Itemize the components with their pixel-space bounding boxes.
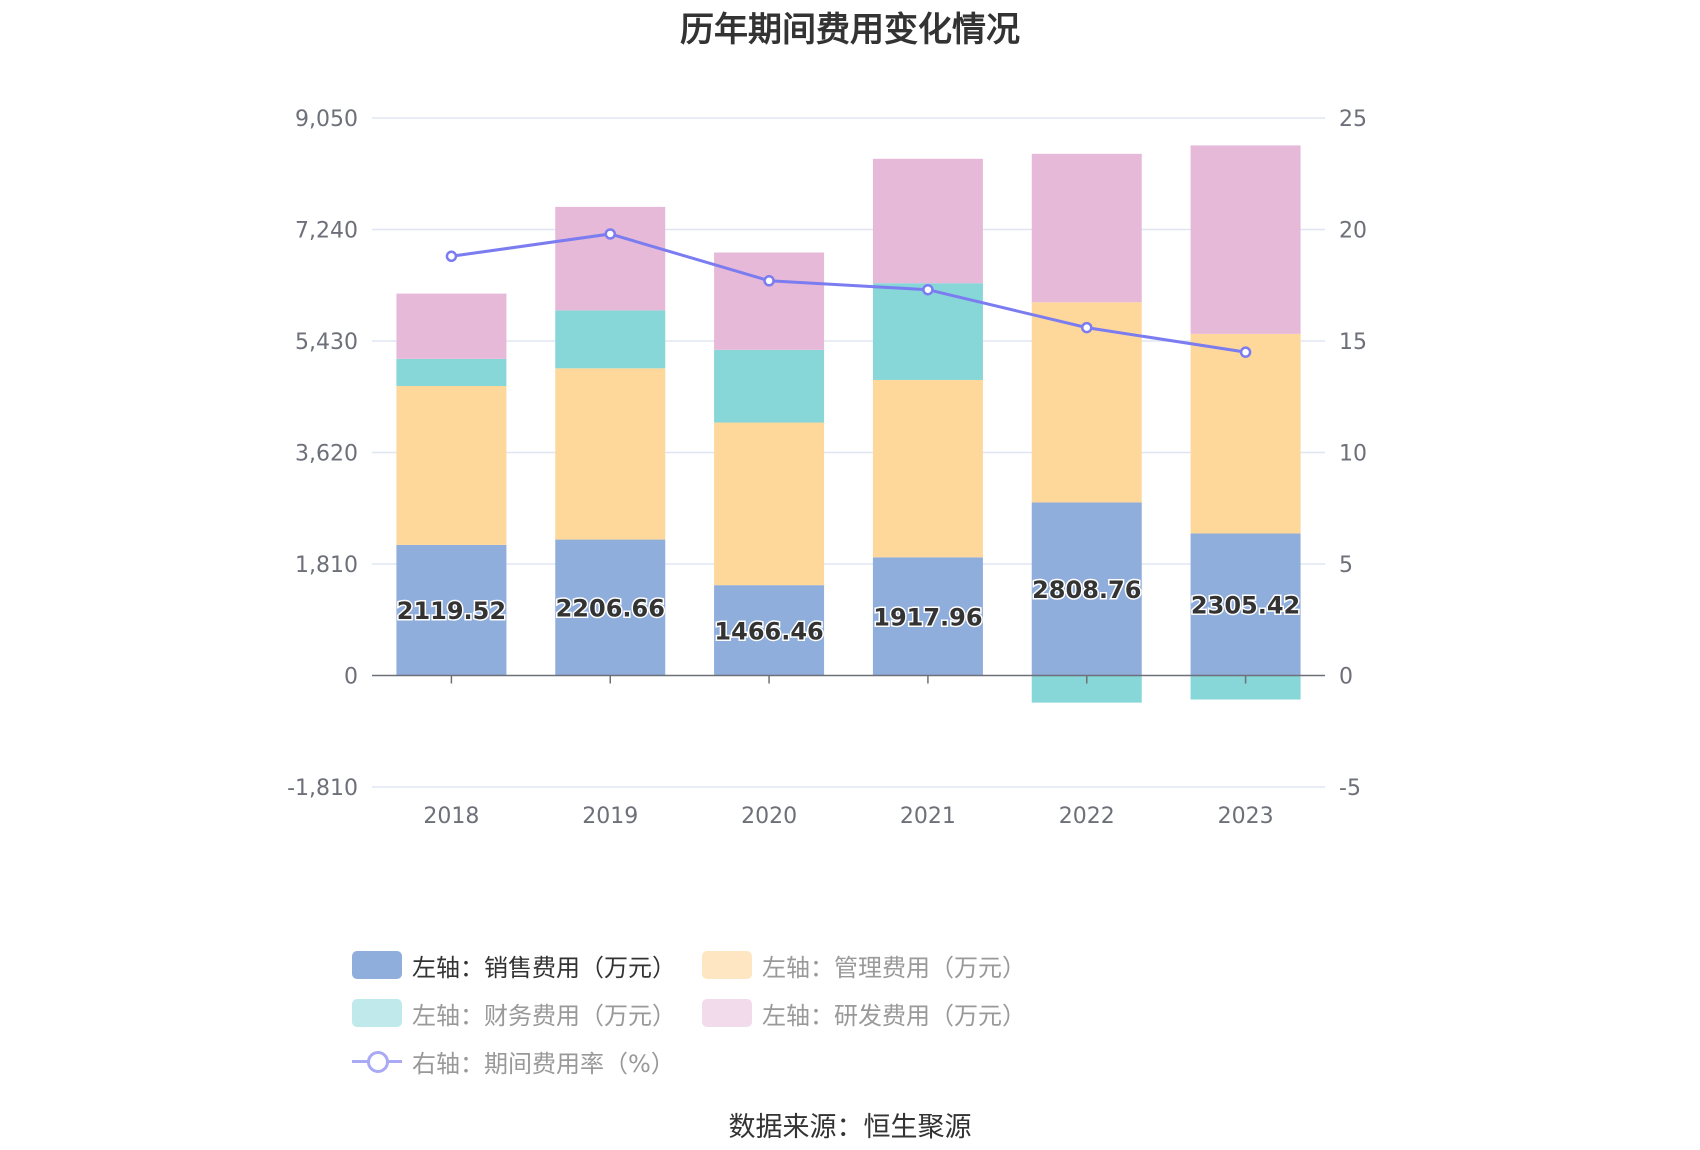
rate-point [604, 228, 616, 240]
y-right-tick-label: 25 [1339, 107, 1367, 132]
bar-value-label: 2808.76 [1032, 576, 1141, 604]
legend-label: 左轴：财务费用（万元） [412, 1001, 676, 1030]
bar-segment [555, 310, 666, 369]
bar-segment [396, 358, 507, 386]
legend-label: 左轴：管理费用（万元） [762, 953, 1026, 982]
bar-segment [714, 422, 825, 586]
bar-segment [396, 385, 507, 545]
x-tick-label: 2020 [741, 804, 797, 829]
bar-segment [1190, 333, 1301, 534]
data-source-note: 数据来源：恒生聚源 [728, 1112, 972, 1143]
rate-point [763, 275, 775, 287]
bar-value-labels: 2119.52 2206.66 1466.46 1917.96 2808.76 2305.… [395, 574, 1301, 646]
bar-series [396, 145, 1301, 703]
legend-item[interactable]: 左轴：管理费用（万元） [702, 950, 1026, 982]
bar-segment [1190, 533, 1301, 676]
x-tick-label: 2019 [582, 804, 638, 829]
x-tick-label: 2021 [900, 804, 956, 829]
x-tick-label: 2022 [1059, 804, 1115, 829]
legend-swatch [352, 999, 402, 1027]
y-right-tick-label: 5 [1339, 553, 1353, 578]
y-left-tick-label: -1,810 [287, 776, 358, 801]
x-tick-label: 2018 [423, 804, 479, 829]
legend-label: 左轴：销售费用（万元） [412, 953, 676, 982]
bar-segment [714, 349, 825, 423]
x-tick-label: 2023 [1218, 804, 1274, 829]
bar-segment [555, 368, 666, 540]
bar-segment [714, 585, 825, 676]
legend-swatch [702, 999, 752, 1027]
legend-item[interactable]: 右轴：期间费用率（%） [352, 1046, 675, 1078]
bar-segment [396, 293, 507, 359]
bar-segment [872, 557, 983, 676]
y-right-tick-label: 15 [1339, 330, 1367, 355]
legend-line-marker-icon [352, 1047, 402, 1075]
rate-point [922, 283, 934, 296]
axes: 9,050 25 7,240 20 5,430 15 3,620 10 1,810 5 0 0 -1,8… [287, 107, 1367, 829]
legend-swatch [352, 951, 402, 979]
rate-point [1239, 346, 1252, 358]
y-left-tick-label: 7,240 [295, 219, 358, 244]
grid-lines [372, 117, 1325, 788]
y-left-tick-label: 1,810 [295, 553, 358, 578]
legend-swatch [702, 951, 752, 979]
bar-value-label: 1466.46 [714, 617, 823, 645]
bar-segment [1031, 153, 1142, 303]
legend-item[interactable]: 左轴：销售费用（万元） [352, 950, 676, 982]
bar-segment [714, 252, 825, 350]
bar-value-label: 1917.96 [873, 603, 982, 631]
bar-segment [555, 539, 666, 676]
bar-value-label: 2119.52 [397, 597, 506, 625]
y-left-tick-label: 0 [344, 665, 358, 690]
rate-point [1081, 321, 1093, 334]
bar-value-label: 2206.66 [556, 595, 665, 623]
y-right-tick-label: 10 [1339, 442, 1367, 467]
y-right-tick-label: 0 [1339, 665, 1353, 690]
rate-line [451, 232, 1246, 354]
legend-item[interactable]: 左轴：财务费用（万元） [352, 998, 676, 1030]
bar-segment [1031, 502, 1142, 676]
rate-point [445, 250, 458, 263]
legend-label: 右轴：期间费用率（%） [412, 1049, 675, 1078]
y-left-tick-label: 3,620 [295, 442, 358, 467]
bar-segment [555, 206, 666, 311]
rate-line-series [445, 228, 1252, 358]
legend-label: 左轴：研发费用（万元） [762, 1001, 1026, 1030]
bar-segment [1031, 302, 1142, 503]
bar-segment [872, 158, 983, 284]
legend: 左轴：销售费用（万元） 左轴：管理费用（万元） 左轴：财务费用（万元） 左轴：研发费用… [352, 950, 1392, 1078]
y-left-tick-label: 5,430 [295, 330, 358, 355]
bar-value-label: 2305.42 [1191, 591, 1300, 619]
bar-segment [872, 379, 983, 558]
bar-segment [1190, 145, 1301, 334]
bar-segment [396, 544, 507, 676]
chart-title: 历年期间费用变化情况 [680, 10, 1020, 50]
y-right-tick-label: 20 [1339, 219, 1367, 244]
y-left-tick-label: 9,050 [295, 107, 358, 132]
legend-item[interactable]: 左轴：研发费用（万元） [702, 998, 1026, 1030]
y-right-tick-label: -5 [1339, 776, 1361, 801]
